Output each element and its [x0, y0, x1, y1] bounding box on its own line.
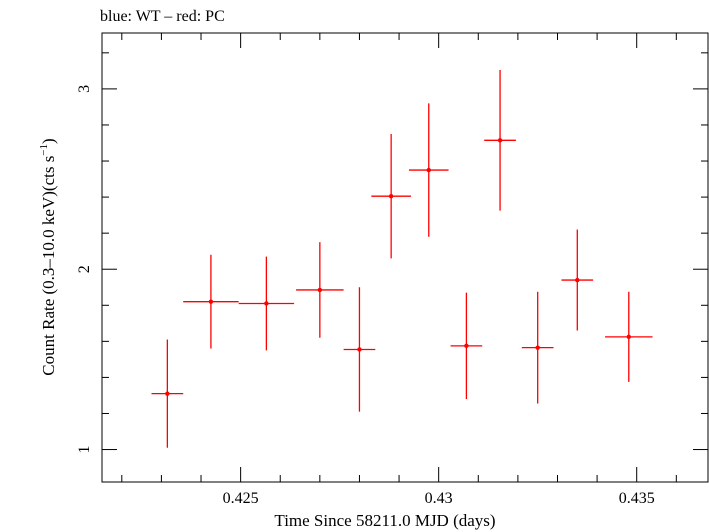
chart-title: blue: WT – red: PC: [100, 8, 225, 25]
data-point: [357, 347, 362, 352]
data-point-group: [343, 287, 376, 412]
x-tick-label: 0.43: [425, 490, 453, 507]
y-tick-label: 2: [76, 265, 93, 273]
x-tick-label: 0.435: [619, 490, 655, 507]
y-axis-label-superscript: −1: [38, 144, 50, 156]
x-axis-ticks: [121, 33, 677, 482]
data-point: [264, 301, 269, 306]
y-axis-label-close: ): [39, 138, 58, 144]
data-point: [497, 138, 503, 143]
x-tick-label: 0.425: [223, 490, 259, 507]
y-tick-label: 1: [76, 446, 93, 454]
y-tick-label: 3: [76, 85, 93, 93]
data-point-group: [521, 291, 554, 404]
data-point-group: [450, 292, 483, 400]
data-point-group: [561, 229, 594, 331]
data-point: [426, 167, 431, 173]
data-point-group: [371, 133, 411, 259]
data-point: [388, 193, 394, 199]
data-point: [317, 287, 323, 293]
data-point: [464, 343, 469, 349]
data-point: [208, 299, 214, 304]
data-point: [626, 334, 631, 340]
y-axis-ticks: [102, 52, 708, 451]
data-point-group: [151, 339, 184, 448]
data-point: [575, 277, 580, 283]
data-point-group: [484, 69, 516, 211]
y-axis-label-main: Count Rate (0.3–10.0 keV)(cts s: [39, 156, 58, 376]
y-axis-label: Count Rate (0.3–10.0 keV)(cts s−1): [38, 138, 58, 375]
x-axis-label: Time Since 58211.0 MJD (days): [274, 511, 495, 530]
y-axis-tick-labels: 1 2 3: [76, 85, 93, 454]
data-series-pc: [151, 69, 653, 448]
x-axis-tick-labels: 0.425 0.43 0.435: [223, 490, 655, 507]
data-point-group: [183, 254, 239, 349]
data-point-group: [238, 256, 295, 351]
data-point-group: [605, 291, 653, 382]
data-point-group: [296, 242, 344, 338]
data-point: [535, 345, 540, 350]
data-point-group: [408, 103, 449, 237]
data-point: [165, 391, 170, 396]
plot-frame: [101, 32, 709, 483]
